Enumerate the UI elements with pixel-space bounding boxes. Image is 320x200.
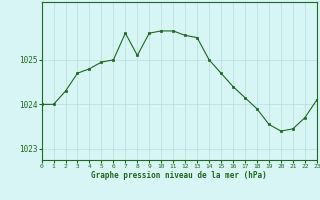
X-axis label: Graphe pression niveau de la mer (hPa): Graphe pression niveau de la mer (hPa) bbox=[91, 171, 267, 180]
